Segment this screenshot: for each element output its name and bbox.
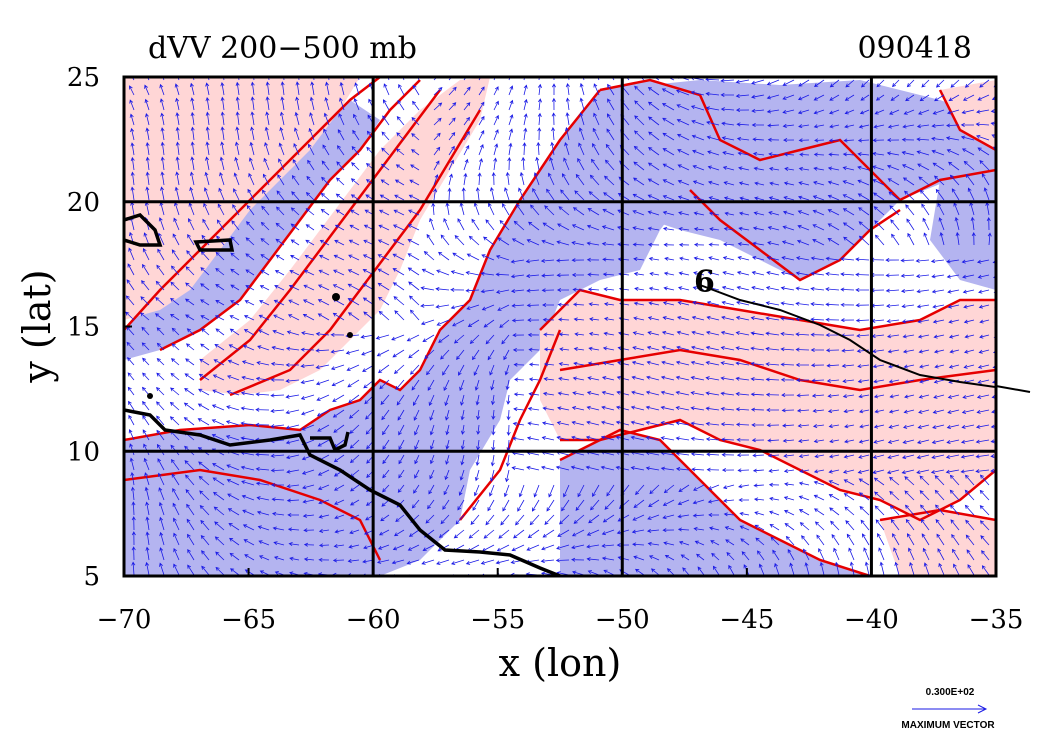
wind-vectors	[125, 77, 996, 576]
positive-region-northwest	[124, 77, 360, 320]
negative-region-east	[930, 170, 996, 290]
y-axis-label: y (lat)	[15, 269, 59, 383]
contour-line	[159, 79, 421, 352]
contour-line	[560, 418, 996, 522]
positive-regions	[124, 77, 996, 576]
x-tick-label: −70	[97, 605, 152, 635]
x-axis: −70 −65 −60 −55 −50 −45 −40 −35	[97, 568, 1024, 635]
contour-line	[559, 348, 996, 392]
contour-line	[199, 89, 441, 381]
coastline-caribbean-2	[193, 238, 235, 252]
date-label: 090418	[857, 31, 972, 66]
storm-markers	[147, 293, 353, 399]
coastline-caribbean	[124, 213, 163, 247]
y-tick-label: 15	[67, 313, 100, 343]
vector-legend: 0.300E+02 MAXIMUM VECTOR	[901, 687, 995, 731]
positive-region-southeast	[540, 290, 996, 520]
grid-lines	[124, 77, 996, 576]
contour-line	[539, 288, 996, 332]
island-marker	[347, 332, 353, 338]
y-tick-label: 25	[67, 63, 100, 93]
x-tick-label: −40	[844, 605, 899, 635]
chart-title: dVV 200−500 mb	[148, 31, 417, 66]
vector-legend-value: 0.300E+02	[926, 687, 975, 698]
y-tick-label: 5	[83, 562, 100, 592]
x-tick-label: −35	[969, 605, 1024, 635]
storm-track	[699, 284, 996, 389]
contour-line	[124, 77, 381, 331]
y-axis: 5 10 15 20 25	[67, 63, 132, 592]
storm-symbol-icon: 6	[694, 265, 715, 300]
x-tick-label: −45	[719, 605, 774, 635]
contour-line	[599, 78, 996, 202]
positive-region-central-band	[200, 77, 490, 395]
contour-line	[938, 89, 996, 152]
contour-line	[124, 89, 601, 442]
negative-region-south-center	[560, 430, 870, 576]
coastlines	[124, 213, 996, 576]
island-marker	[147, 393, 153, 399]
island-marker	[332, 293, 340, 301]
x-tick-label: −65	[221, 605, 276, 635]
vector-legend-label: MAXIMUM VECTOR	[901, 720, 995, 731]
contour-line	[124, 468, 382, 561]
wind-vector-arrows	[125, 77, 996, 576]
coastline-south-america	[124, 408, 561, 576]
vector-legend-arrowhead	[977, 704, 988, 714]
x-tick-label: −50	[595, 605, 650, 635]
storm-track-extension	[995, 385, 1031, 393]
y-tick-label: 10	[67, 437, 100, 467]
x-axis-label: x (lon)	[499, 641, 622, 685]
negative-region-northeast	[600, 80, 996, 280]
x-tick-label: −60	[346, 605, 401, 635]
negative-region-northwest-band	[124, 100, 380, 360]
positive-region-east-lower	[880, 510, 996, 576]
contour-line	[229, 109, 482, 397]
plot-area	[124, 77, 996, 576]
y-tick-label: 20	[67, 188, 100, 218]
contour-line	[559, 428, 871, 576]
x-tick-label: −55	[470, 605, 525, 635]
